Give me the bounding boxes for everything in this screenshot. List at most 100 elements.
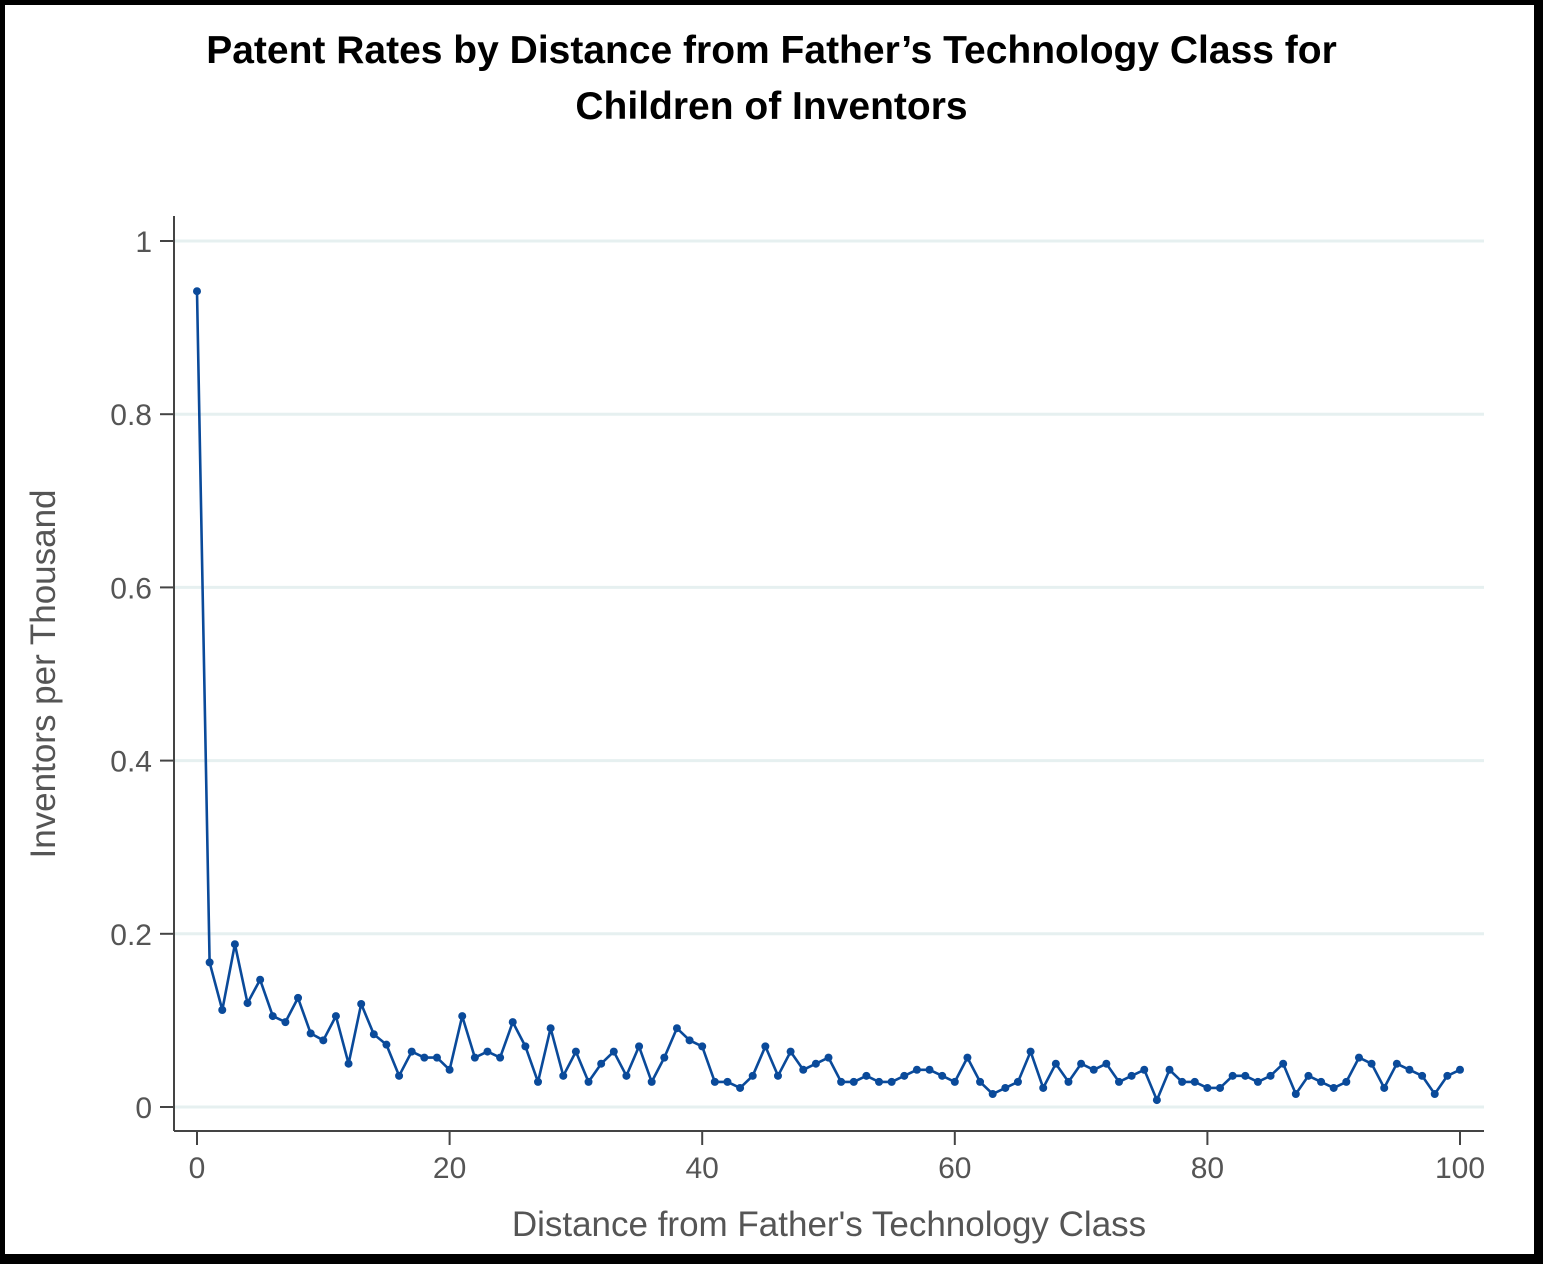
x-tick-label: 100 — [1435, 1152, 1485, 1185]
data-point — [584, 1077, 593, 1086]
gridlines — [175, 239, 1484, 1109]
data-point — [496, 1053, 505, 1062]
data-point — [1266, 1071, 1275, 1080]
data-point — [571, 1047, 580, 1056]
data-point — [799, 1065, 808, 1074]
data-point — [319, 1036, 328, 1045]
series-line — [195, 291, 1461, 1102]
data-point — [1291, 1090, 1300, 1099]
data-point — [1026, 1047, 1035, 1056]
data-point — [256, 975, 265, 984]
data-point — [1114, 1077, 1123, 1086]
data-point — [1367, 1059, 1376, 1068]
data-point — [521, 1042, 530, 1051]
y-axis-ticks: 0 0.2 0.4 0.6 0.8 1 — [110, 226, 174, 1125]
data-point — [786, 1047, 795, 1056]
data-point — [1228, 1071, 1237, 1080]
data-point — [369, 1030, 378, 1039]
y-axis-title: Inventors per Thousand — [24, 489, 63, 858]
chart-title-line2: Children of Inventors — [575, 85, 968, 128]
data-point — [193, 287, 201, 296]
data-point — [508, 1018, 517, 1027]
data-point — [1051, 1059, 1060, 1068]
chart-title-line1: Patent Rates by Distance from Father’s T… — [206, 29, 1337, 72]
data-point — [647, 1077, 656, 1086]
data-point — [1279, 1059, 1288, 1068]
data-point — [395, 1071, 404, 1080]
data-point — [710, 1077, 719, 1086]
data-point — [1102, 1059, 1111, 1068]
data-point — [635, 1042, 644, 1051]
data-point — [483, 1047, 492, 1056]
data-point — [344, 1059, 353, 1068]
data-point — [1064, 1077, 1073, 1086]
data-point — [1329, 1083, 1338, 1092]
data-point — [976, 1077, 985, 1086]
data-point — [1443, 1071, 1452, 1080]
data-point — [761, 1042, 770, 1051]
x-tick-label: 60 — [938, 1152, 971, 1185]
y-tick-label: 0.4 — [110, 746, 152, 779]
data-point — [698, 1042, 707, 1051]
chart-frame: Patent Rates by Distance from Father’s T… — [3, 3, 1536, 1256]
data-point — [685, 1036, 694, 1045]
data-point — [723, 1077, 732, 1086]
y-tick-label: 0.8 — [110, 399, 152, 432]
data-point — [1013, 1077, 1022, 1086]
data-point — [1342, 1077, 1351, 1086]
data-point — [432, 1053, 441, 1062]
data-point — [1077, 1059, 1086, 1068]
data-point — [1190, 1077, 1199, 1086]
x-axis-ticks: 0 20 40 60 80 100 — [189, 1131, 1485, 1185]
data-point — [837, 1077, 846, 1086]
data-point — [1317, 1077, 1326, 1086]
data-point — [1392, 1059, 1401, 1068]
y-tick-label: 0 — [135, 1092, 152, 1125]
data-point — [900, 1071, 909, 1080]
data-point — [963, 1053, 972, 1062]
data-point — [357, 999, 366, 1008]
data-point — [1152, 1096, 1161, 1105]
data-point — [1001, 1083, 1010, 1092]
data-point — [1380, 1083, 1389, 1092]
data-point — [1304, 1071, 1313, 1080]
data-point — [1127, 1071, 1136, 1080]
data-point — [1430, 1090, 1439, 1099]
data-point — [294, 993, 303, 1002]
data-point — [445, 1065, 454, 1074]
data-point — [331, 1012, 340, 1021]
data-point — [1216, 1083, 1225, 1092]
data-point — [862, 1071, 871, 1080]
data-point — [1456, 1065, 1464, 1074]
x-tick-label: 0 — [189, 1152, 206, 1185]
data-point — [748, 1071, 757, 1080]
data-point — [1039, 1083, 1048, 1092]
data-point — [849, 1077, 858, 1086]
data-point — [736, 1083, 745, 1092]
data-point — [230, 940, 239, 949]
data-point — [559, 1071, 568, 1080]
data-point — [672, 1024, 681, 1033]
axes — [173, 216, 1484, 1132]
data-point — [1354, 1053, 1363, 1062]
data-point — [1241, 1071, 1250, 1080]
data-point — [458, 1012, 467, 1021]
data-point — [420, 1053, 429, 1062]
data-point — [925, 1065, 934, 1074]
x-axis-title: Distance from Father's Technology Class — [512, 1205, 1146, 1244]
data-point — [546, 1024, 555, 1033]
data-point — [660, 1053, 669, 1062]
data-point — [597, 1059, 606, 1068]
data-point — [243, 999, 252, 1008]
data-point — [1089, 1065, 1098, 1074]
y-tick-label: 0.2 — [110, 919, 152, 952]
data-point — [1253, 1077, 1262, 1086]
data-point — [268, 1012, 277, 1021]
data-point — [1203, 1083, 1212, 1092]
data-point — [1140, 1065, 1149, 1074]
data-point — [218, 1006, 227, 1015]
data-point — [470, 1053, 479, 1062]
chart-title: Patent Rates by Distance from Father’s T… — [5, 23, 1538, 135]
data-point — [811, 1059, 820, 1068]
